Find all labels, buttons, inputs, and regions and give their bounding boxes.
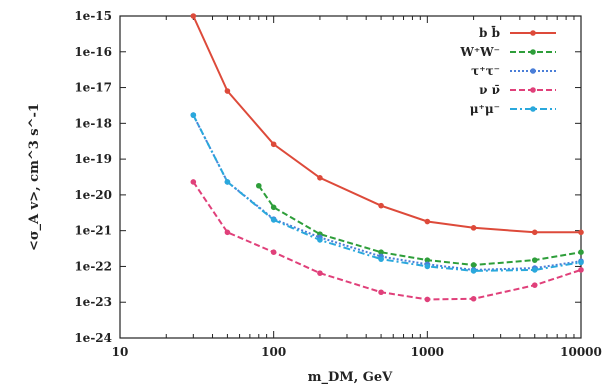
series-line <box>192 114 582 271</box>
data-point <box>578 267 584 273</box>
data-point <box>270 204 277 211</box>
legend-label: τ⁺τ⁻ <box>471 64 500 78</box>
y-tick-label: 1e-19 <box>74 152 112 166</box>
y-axis-label: <σ_A v>, cm^3 s^-1 <box>27 103 42 251</box>
series-line <box>257 185 582 267</box>
data-point <box>578 259 584 266</box>
y-tick-label: 1e-18 <box>74 116 112 130</box>
data-point <box>270 141 277 148</box>
data-point <box>224 229 231 236</box>
x-tick-label: 10 <box>112 345 129 359</box>
y-tick-label: 1e-24 <box>74 331 112 345</box>
legend-marker <box>530 68 536 74</box>
x-tick-label: 1000 <box>411 345 444 359</box>
series-layer <box>190 13 584 303</box>
y-tick-label: 1e-21 <box>74 224 112 238</box>
data-point <box>317 270 323 276</box>
legend-marker <box>530 87 536 93</box>
series-line <box>192 114 582 272</box>
data-point <box>224 179 231 185</box>
legend: b b̄ W⁺W⁻ τ⁺τ⁻ ν ν̄ μ⁺μ⁻ <box>459 24 556 116</box>
data-point <box>190 112 197 118</box>
data-point <box>190 179 197 185</box>
data-point <box>378 289 384 296</box>
data-point <box>578 249 584 256</box>
data-point <box>578 229 584 236</box>
series-3 <box>190 179 584 303</box>
data-point <box>531 229 538 236</box>
data-point <box>470 225 477 231</box>
y-axis: 1e-24 1e-23 1e-22 1e-21 1e-20 1e-19 1e-18 1e-17… <box>74 9 581 345</box>
y-tick-label: 1e-17 <box>74 81 112 95</box>
data-point <box>190 13 197 19</box>
data-point <box>531 257 538 263</box>
data-point <box>424 263 431 270</box>
data-point <box>378 202 384 209</box>
legend-marker <box>530 49 536 55</box>
data-point <box>424 296 431 303</box>
x-tick-label: 100 <box>261 345 286 359</box>
data-point <box>470 262 477 268</box>
legend-label: ν ν̄ <box>479 83 500 97</box>
legend-label: μ⁺μ⁻ <box>470 102 500 116</box>
plot-frame <box>119 15 582 339</box>
x-axis: 10 100 1000 10000 <box>112 16 602 359</box>
data-point <box>470 295 477 302</box>
x-axis-label: m_DM, GeV <box>308 370 393 385</box>
y-tick-label: 1e-20 <box>74 188 112 202</box>
data-point <box>378 249 384 256</box>
legend-marker <box>530 30 536 36</box>
data-point <box>270 217 277 223</box>
legend-label: W⁺W⁻ <box>459 45 500 59</box>
series-line <box>192 15 581 234</box>
data-point <box>270 249 277 256</box>
data-point <box>378 256 384 262</box>
data-point <box>224 88 231 94</box>
series-line <box>192 181 582 301</box>
y-tick-label: 1e-23 <box>74 295 112 309</box>
y-tick-label: 1e-16 <box>74 45 112 59</box>
data-point <box>531 282 538 288</box>
data-point <box>317 237 323 243</box>
data-point <box>470 268 477 274</box>
data-point <box>255 182 262 189</box>
series-0 <box>190 13 584 236</box>
legend-label: b b̄ <box>479 24 500 40</box>
x-tick-label: 10000 <box>560 345 602 359</box>
data-point <box>424 218 431 225</box>
y-tick-label: 1e-22 <box>74 259 112 273</box>
series-4 <box>190 112 584 274</box>
data-point <box>317 175 323 181</box>
series-2 <box>190 112 584 273</box>
legend-marker <box>530 106 536 112</box>
data-point <box>424 257 431 263</box>
y-tick-label: 1e-15 <box>74 9 112 23</box>
data-point <box>531 267 538 273</box>
series-1 <box>255 182 584 268</box>
